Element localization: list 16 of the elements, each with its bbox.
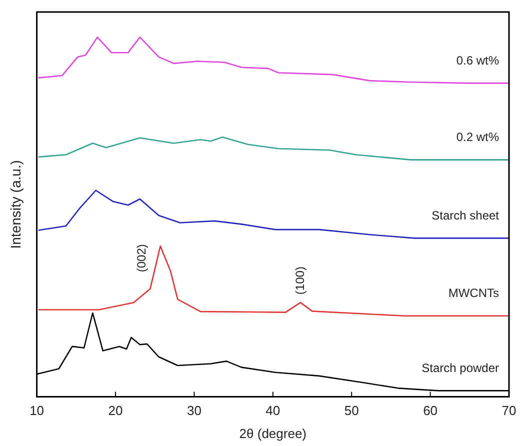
x-tick-label: 30 [186,403,202,418]
x-tick-label: 60 [423,403,438,418]
x-tick-label: 50 [344,403,359,418]
annotation: (002) [134,244,149,272]
series-label: MWCNTs [448,286,499,300]
x-tick-label: 20 [108,403,123,418]
series-label: Starch sheet [432,208,500,223]
y-axis-title: Intensity (a.u.) [7,160,24,249]
x-tick-label: 70 [502,403,516,418]
x-axis-title: 2θ (degree) [239,426,307,441]
series-label: 0.2 wt% [456,130,500,144]
series-label: 0.6 wt% [456,54,500,68]
series-label: Starch powder [422,361,499,375]
x-tick-label: 40 [266,403,280,418]
annotation: (100) [292,266,307,295]
x-tick-label: 10 [30,403,44,418]
